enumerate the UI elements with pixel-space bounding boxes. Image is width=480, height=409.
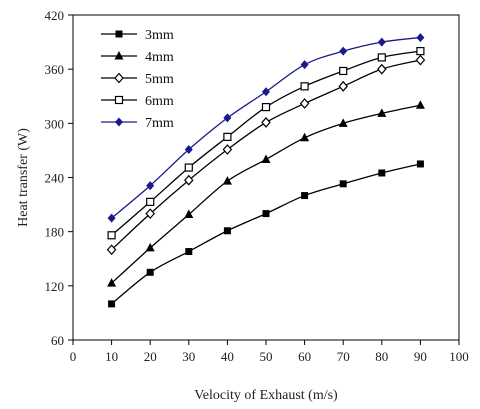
y-tick-label: 60 bbox=[51, 333, 64, 348]
data-point bbox=[338, 118, 348, 127]
legend-marker bbox=[115, 117, 123, 127]
data-point bbox=[415, 100, 425, 109]
y-tick-label: 240 bbox=[45, 171, 65, 186]
series-5mm bbox=[106, 54, 426, 256]
data-point bbox=[222, 144, 233, 155]
data-point bbox=[300, 82, 309, 91]
legend-marker bbox=[114, 72, 124, 84]
data-point bbox=[184, 163, 193, 172]
legend-entry-4mm: 4mm bbox=[101, 50, 174, 65]
legend-label: 7mm bbox=[145, 116, 174, 131]
data-point bbox=[146, 268, 154, 276]
series-4mm bbox=[107, 100, 425, 287]
data-point bbox=[261, 117, 271, 128]
x-tick-label: 100 bbox=[449, 349, 469, 364]
series-7mm bbox=[107, 33, 425, 223]
data-point bbox=[377, 108, 387, 117]
legend-label: 3mm bbox=[145, 28, 174, 43]
legend-marker bbox=[114, 51, 124, 60]
data-point bbox=[262, 87, 270, 97]
data-point bbox=[146, 197, 155, 206]
x-tick-label: 30 bbox=[182, 349, 195, 364]
x-tick-label: 0 bbox=[70, 349, 77, 364]
x-tick-label: 20 bbox=[144, 349, 157, 364]
data-point bbox=[339, 66, 348, 76]
legend-marker bbox=[114, 95, 124, 105]
data-point bbox=[107, 213, 116, 223]
data-point bbox=[223, 113, 232, 123]
data-point bbox=[108, 300, 116, 308]
data-point bbox=[300, 60, 309, 70]
data-point bbox=[145, 208, 156, 220]
x-tick-label: 90 bbox=[414, 349, 427, 364]
series-3mm bbox=[108, 160, 424, 308]
x-tick-label: 60 bbox=[298, 349, 311, 364]
data-point bbox=[416, 160, 424, 168]
data-point bbox=[262, 210, 270, 218]
legend-label: 4mm bbox=[145, 50, 174, 65]
legend-label: 5mm bbox=[145, 72, 174, 87]
data-point bbox=[377, 53, 386, 62]
data-point bbox=[146, 181, 155, 191]
data-point bbox=[222, 176, 232, 185]
data-point bbox=[300, 132, 310, 142]
x-tick-label: 80 bbox=[375, 349, 388, 364]
data-point bbox=[339, 46, 348, 56]
x-tick-label: 70 bbox=[337, 349, 350, 364]
data-point bbox=[107, 231, 116, 240]
legend-entry-5mm: 5mm bbox=[101, 72, 174, 87]
series-6mm bbox=[107, 47, 425, 240]
data-point bbox=[145, 242, 155, 252]
data-point bbox=[183, 174, 194, 186]
x-axis-title: Velocity of Exhaust (m/s) bbox=[194, 388, 338, 403]
data-point bbox=[377, 37, 386, 47]
data-point bbox=[184, 209, 194, 219]
data-point bbox=[107, 278, 117, 287]
data-point bbox=[223, 227, 231, 235]
data-point bbox=[261, 102, 271, 112]
legend-entry-6mm: 6mm bbox=[101, 94, 174, 109]
data-point bbox=[106, 244, 117, 256]
data-point bbox=[301, 192, 309, 200]
data-point bbox=[185, 248, 193, 256]
legend-label: 6mm bbox=[145, 94, 174, 109]
legend: 3mm 4mm 5mm 6mm 7mm bbox=[101, 28, 174, 131]
axes: 0 10 20 30 40 50 60 70 80 90 100 60 120 180 240 300 360 4… bbox=[45, 8, 469, 364]
legend-entry-7mm: 7mm bbox=[101, 116, 174, 131]
data-point bbox=[376, 63, 387, 75]
y-tick-label: 360 bbox=[45, 62, 65, 77]
y-tick-label: 180 bbox=[45, 225, 65, 240]
data-point bbox=[223, 132, 232, 141]
data-point bbox=[299, 98, 310, 109]
series-line bbox=[111, 163, 421, 305]
data-point bbox=[184, 145, 193, 155]
legend-entry-3mm: 3mm bbox=[101, 28, 174, 43]
y-axis-title: Heat transfer (W) bbox=[16, 128, 31, 227]
y-tick-label: 120 bbox=[45, 279, 65, 294]
data-point bbox=[338, 80, 349, 92]
data-point bbox=[378, 169, 386, 177]
x-tick-label: 50 bbox=[260, 349, 273, 364]
legend-marker bbox=[115, 30, 123, 38]
data-point bbox=[416, 47, 425, 56]
data-point bbox=[261, 154, 271, 163]
data-point bbox=[415, 54, 426, 66]
x-tick-label: 10 bbox=[105, 349, 118, 364]
x-tick-label: 40 bbox=[221, 349, 234, 364]
data-point bbox=[416, 33, 425, 43]
y-tick-label: 300 bbox=[45, 116, 65, 131]
data-point bbox=[339, 180, 347, 188]
series-layer bbox=[106, 33, 426, 308]
y-tick-label: 420 bbox=[45, 8, 65, 23]
